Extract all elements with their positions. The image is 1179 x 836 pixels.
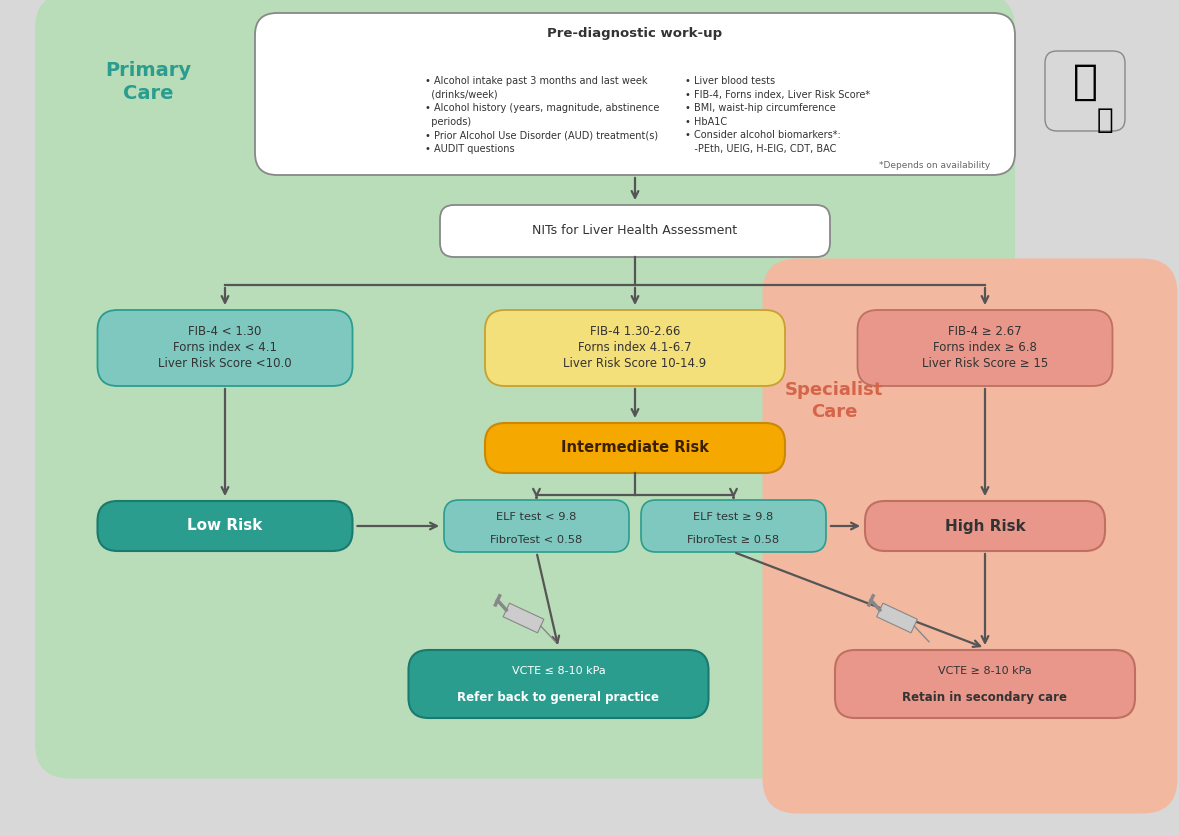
Text: FIB-4 ≥ 2.67
Forns index ≥ 6.8
Liver Risk Score ≥ 15: FIB-4 ≥ 2.67 Forns index ≥ 6.8 Liver Ris… (922, 325, 1048, 370)
FancyBboxPatch shape (835, 650, 1135, 718)
FancyBboxPatch shape (857, 310, 1113, 386)
Text: • Alcohol intake past 3 months and last week
  (drinks/week)
• Alcohol history (: • Alcohol intake past 3 months and last … (424, 76, 659, 154)
Text: 👤: 👤 (1073, 61, 1098, 103)
Text: Refer back to general practice: Refer back to general practice (457, 691, 659, 705)
FancyBboxPatch shape (641, 500, 826, 552)
FancyBboxPatch shape (485, 423, 785, 473)
Text: VCTE ≤ 8-10 kPa: VCTE ≤ 8-10 kPa (512, 666, 605, 676)
Text: NITs for Liver Health Assessment: NITs for Liver Health Assessment (533, 225, 738, 237)
FancyBboxPatch shape (440, 205, 830, 257)
Text: • Liver blood tests
• FIB-4, Forns index, Liver Risk Score*
• BMI, waist-hip cir: • Liver blood tests • FIB-4, Forns index… (685, 76, 870, 154)
Polygon shape (503, 603, 544, 633)
Text: FIB-4 1.30-2.66
Forns index 4.1-6.7
Liver Risk Score 10-14.9: FIB-4 1.30-2.66 Forns index 4.1-6.7 Live… (564, 325, 706, 370)
Text: *Depends on availability: *Depends on availability (878, 161, 990, 171)
Text: ELF test < 9.8: ELF test < 9.8 (496, 512, 577, 522)
Text: High Risk: High Risk (944, 518, 1026, 533)
Text: Retain in secondary care: Retain in secondary care (902, 691, 1067, 705)
FancyBboxPatch shape (763, 258, 1178, 813)
FancyBboxPatch shape (444, 500, 630, 552)
Text: Pre-diagnostic work-up: Pre-diagnostic work-up (547, 28, 723, 40)
FancyBboxPatch shape (255, 13, 1015, 175)
Polygon shape (877, 603, 917, 633)
Text: FIB-4 < 1.30
Forns index < 4.1
Liver Risk Score <10.0: FIB-4 < 1.30 Forns index < 4.1 Liver Ris… (158, 325, 292, 370)
FancyBboxPatch shape (865, 501, 1105, 551)
Text: 🫀: 🫀 (1096, 106, 1113, 134)
FancyBboxPatch shape (98, 501, 353, 551)
FancyBboxPatch shape (35, 0, 1015, 778)
Text: Intermediate Risk: Intermediate Risk (561, 441, 709, 456)
Text: FibroTest < 0.58: FibroTest < 0.58 (490, 535, 582, 545)
Text: FibroTest ≥ 0.58: FibroTest ≥ 0.58 (687, 535, 779, 545)
FancyBboxPatch shape (408, 650, 709, 718)
FancyBboxPatch shape (98, 310, 353, 386)
FancyBboxPatch shape (485, 310, 785, 386)
Text: VCTE ≥ 8-10 kPa: VCTE ≥ 8-10 kPa (938, 666, 1032, 676)
Text: Specialist
Care: Specialist Care (785, 381, 883, 421)
Text: Low Risk: Low Risk (187, 518, 263, 533)
Text: Primary
Care: Primary Care (105, 61, 191, 104)
Text: ELF test ≥ 9.8: ELF test ≥ 9.8 (693, 512, 773, 522)
